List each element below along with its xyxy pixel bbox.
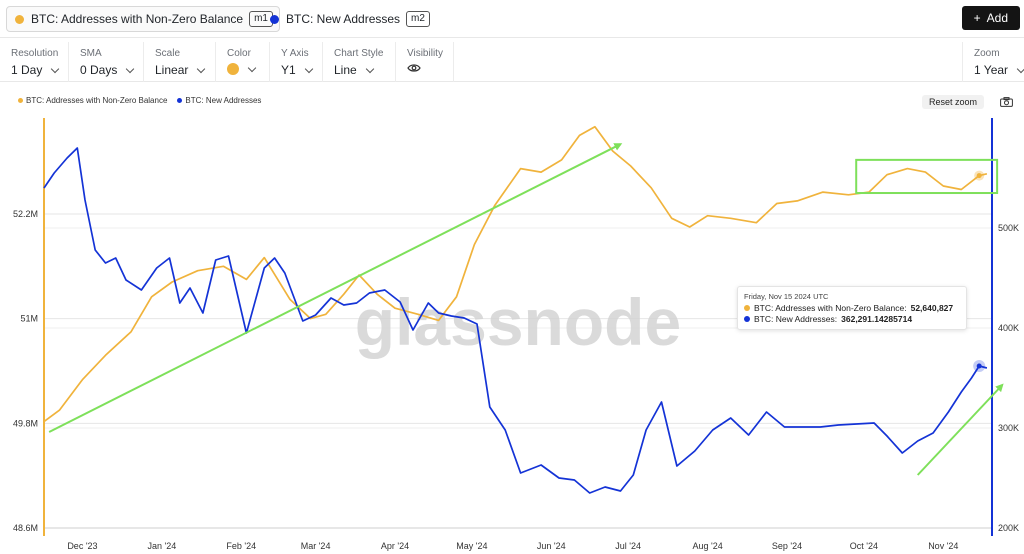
chevron-down-icon [365, 64, 374, 73]
series-line-non-zero-balance [43, 125, 988, 423]
metric-tab-label: BTC: Addresses with Non-Zero Balance [31, 12, 244, 26]
chart-grid [44, 213, 992, 529]
hover-marker [976, 173, 982, 179]
legend-item-m2[interactable]: BTC: New Addresses [177, 96, 261, 105]
x-tick-label: Apr '24 [381, 541, 409, 551]
scale-select[interactable]: Scale Linear [144, 42, 216, 82]
x-tick-label: Jun '24 [537, 541, 566, 551]
x-tick-label: Nov '24 [928, 541, 958, 551]
resolution-value: 1 Day [11, 63, 43, 77]
chart-annotations [48, 143, 1004, 476]
chevron-down-icon [1016, 64, 1024, 73]
tooltip-date: Friday, Nov 15 2024 UTC [744, 292, 829, 301]
chart-legend: BTC: Addresses with Non-Zero Balance BTC… [18, 96, 261, 105]
visibility-label: Visibility [407, 48, 443, 59]
y-axis-value: Y1 [281, 63, 296, 77]
metric-tab-bar: BTC: Addresses with Non-Zero Balance m1 … [0, 0, 1024, 38]
x-tick-label: Aug '24 [692, 541, 722, 551]
sma-label: SMA [80, 48, 102, 59]
color-label: Color [227, 48, 251, 59]
tooltip-row: BTC: Addresses with Non-Zero Balance: 52… [744, 303, 960, 313]
x-tick-label: May '24 [456, 541, 487, 551]
chevron-down-icon [304, 64, 313, 73]
y-axis-label: Y Axis [281, 48, 309, 59]
trend-arrow-new-addresses [916, 383, 1004, 476]
camera-icon[interactable] [1000, 97, 1013, 107]
metric-tab-m2[interactable]: BTC: New Addresses m2 [262, 6, 436, 32]
sma-value: 0 Days [80, 63, 118, 77]
chevron-down-icon [51, 64, 60, 73]
chart-axes: 52.2M 51M 49.8M 48.6M 500K 400K 300K 200K Dec '2… [13, 118, 1019, 551]
chart-series [43, 125, 988, 494]
highlight-box [855, 158, 999, 195]
tooltip-label: BTC: New Addresses: [754, 314, 838, 324]
legend-item-m1[interactable]: BTC: Addresses with Non-Zero Balance [18, 96, 167, 105]
tooltip-dot [744, 316, 750, 322]
tooltip-row: BTC: New Addresses: 362,291.14285714 [744, 314, 960, 324]
x-tick-label: Dec '23 [67, 541, 97, 551]
chart-style-label: Chart Style [334, 48, 384, 59]
tooltip-dot [744, 305, 750, 311]
legend-label: BTC: New Addresses [185, 96, 262, 105]
series-line-new-addresses [43, 147, 988, 494]
resolution-select[interactable]: Resolution 1 Day [0, 42, 69, 82]
y-axis-select[interactable]: Y Axis Y1 [270, 42, 323, 82]
color-select[interactable]: Color [216, 42, 270, 82]
hover-marker [976, 363, 982, 369]
x-tick-label: Sep '24 [772, 541, 802, 551]
y-right-tick-label: 400K [998, 323, 1019, 333]
metric-tab-label: BTC: New Addresses [286, 12, 401, 26]
metric-badge: m2 [406, 11, 430, 27]
reset-zoom-button[interactable]: Reset zoom [922, 95, 985, 109]
sma-select[interactable]: SMA 0 Days [69, 42, 144, 82]
legend-dot [18, 98, 23, 103]
plus-icon: + [973, 11, 981, 25]
chart-style-value: Line [334, 63, 357, 77]
watermark-text: glassnode [355, 285, 681, 359]
chart-tooltip: Friday, Nov 15 2024 UTC BTC: Addresses w… [737, 286, 967, 330]
zoom-select[interactable]: Zoom 1 Year [962, 42, 1024, 82]
y-left-tick-label: 51M [20, 314, 38, 324]
chevron-down-icon [197, 64, 206, 73]
trend-arrow-up [48, 143, 623, 433]
chart-style-select[interactable]: Chart Style Line [323, 42, 396, 82]
metric-tab-m1[interactable]: BTC: Addresses with Non-Zero Balance m1 [6, 6, 280, 32]
visibility-toggle[interactable]: Visibility [396, 42, 454, 82]
x-tick-label: Mar '24 [301, 541, 331, 551]
resolution-label: Resolution [11, 48, 59, 59]
add-button-label: Add [986, 11, 1008, 25]
color-swatch [227, 63, 239, 75]
zoom-label: Zoom [974, 48, 1000, 59]
legend-label: BTC: Addresses with Non-Zero Balance [26, 96, 168, 105]
zoom-value: 1 Year [974, 63, 1009, 77]
x-tick-label: Feb '24 [226, 541, 256, 551]
add-button[interactable]: + Add [961, 6, 1020, 30]
x-tick-label: Jan '24 [147, 541, 176, 551]
scale-label: Scale [155, 48, 181, 59]
chevron-down-icon [126, 64, 135, 73]
scale-value: Linear [155, 63, 189, 77]
tooltip-label: BTC: Addresses with Non-Zero Balance: [754, 303, 907, 313]
legend-dot [177, 98, 183, 103]
chart-toolbar: Resolution 1 Day SMA 0 Days Scale Linear… [0, 42, 1024, 82]
tooltip-value: 52,640,827 [910, 303, 954, 313]
eye-icon [407, 64, 421, 72]
y-right-tick-label: 200K [998, 523, 1019, 533]
tooltip-value: 362,291.14285714 [841, 314, 913, 324]
y-left-tick-label: 48.6M [13, 523, 38, 533]
y-left-tick-label: 49.8M [13, 418, 38, 428]
metric-color-dot [15, 14, 24, 24]
chevron-down-icon [247, 63, 257, 72]
x-tick-label: Oct '24 [850, 541, 878, 551]
y-right-tick-label: 500K [998, 223, 1019, 233]
x-tick-label: Jul '24 [615, 541, 641, 551]
metric-color-dot [270, 14, 279, 24]
y-left-tick-label: 52.2M [13, 209, 38, 219]
y-right-tick-label: 300K [998, 423, 1019, 433]
